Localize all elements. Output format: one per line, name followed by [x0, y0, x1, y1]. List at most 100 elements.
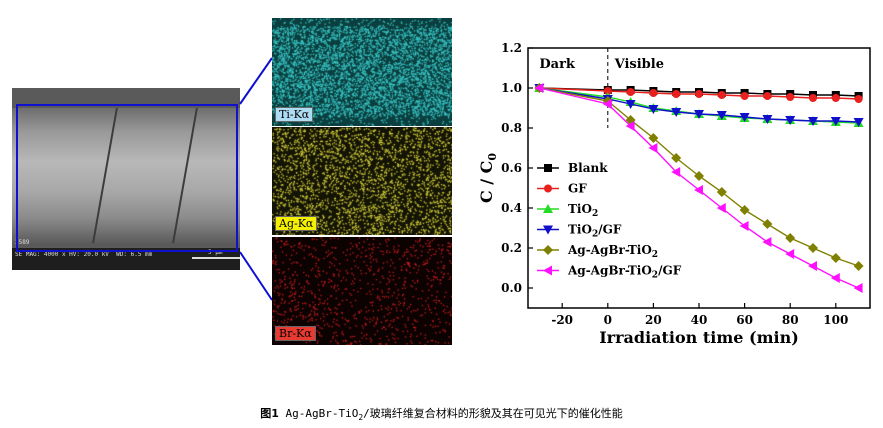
sem-image: 3589 SE MAG: 4000 x HV: 20.0 kV WD: 6.5 … — [12, 88, 240, 270]
data-point — [762, 219, 773, 229]
data-point — [740, 92, 749, 100]
caption-pre: Ag-AgBr-TiO — [278, 407, 359, 420]
caption-label: 图1 — [260, 407, 279, 420]
data-point — [739, 205, 750, 215]
degradation-chart: -20 0 20 40 60 80 1000.00.20.40.60.81.01.2Irra… — [477, 41, 871, 347]
data-point — [785, 116, 796, 125]
figure-caption: 图1 Ag-AgBr-TiO2/玻璃纤维复合材料的形貌及其在可见光下的催化性能 — [0, 405, 883, 422]
selection-box — [16, 104, 238, 252]
br-map-label: Br-Kα — [275, 326, 316, 341]
connector-line-top — [239, 57, 273, 105]
data-point — [694, 110, 704, 119]
data-point — [830, 117, 841, 126]
data-point — [830, 273, 840, 283]
data-point — [602, 99, 612, 109]
ag-map-label: Ag-Kα — [275, 216, 318, 231]
data-point — [603, 87, 612, 95]
legend-label: TiO2/GF — [568, 223, 622, 240]
y-tick-label: 0.0 — [501, 281, 522, 295]
legend-label: Ag-AgBr-TiO2/GF — [567, 264, 682, 281]
data-point — [716, 203, 726, 213]
data-point — [762, 115, 773, 124]
data-point — [671, 108, 682, 117]
region-annotation: Visible — [614, 57, 664, 72]
x-tick-label: 60 — [736, 313, 753, 327]
data-point — [649, 89, 658, 97]
x-tick-label: 0 — [604, 313, 612, 327]
legend-label: TiO2 — [568, 202, 598, 219]
data-point — [648, 133, 659, 143]
data-point — [853, 261, 864, 271]
data-point — [626, 88, 635, 96]
data-point — [672, 90, 681, 98]
sem-info-text: SE MAG: 4000 x HV: 20.0 kV WD: 6.5 mm — [15, 251, 153, 258]
data-point — [716, 111, 727, 120]
data-point — [739, 221, 749, 231]
x-tick-label: 40 — [691, 313, 708, 327]
data-point — [762, 237, 772, 247]
legend-label-sub: 2 — [592, 209, 598, 219]
data-point — [717, 91, 726, 99]
data-point — [534, 83, 544, 93]
scale-bar — [192, 257, 240, 259]
x-tick-label: 80 — [782, 313, 799, 327]
caption-post: /玻璃纤维复合材料的形貌及其在可见光下的催化性能 — [363, 407, 623, 420]
br-map: Br-Kα — [272, 237, 452, 345]
ti-map-label: Ti-Kα — [275, 107, 314, 122]
data-point — [853, 118, 864, 127]
sem-info-bar: 3589 SE MAG: 4000 x HV: 20.0 kV WD: 6.5 … — [12, 239, 240, 270]
ag-map: Ag-Kα — [272, 127, 452, 235]
data-point — [671, 153, 682, 163]
caption-sub: 2 — [358, 413, 364, 423]
data-point — [808, 261, 817, 271]
data-point — [671, 167, 681, 177]
data-point — [854, 95, 863, 103]
data-point — [763, 92, 772, 100]
legend-marker — [544, 184, 552, 193]
legend-marker — [543, 204, 553, 213]
legend-marker — [543, 265, 552, 276]
data-point — [625, 121, 635, 131]
legend-label: Ag-AgBr-TiO2 — [567, 243, 658, 260]
data-point — [830, 253, 841, 263]
legend-marker — [543, 245, 553, 255]
scale-label: 5 μm — [208, 249, 223, 256]
y-tick-label: 0.2 — [501, 241, 522, 255]
x-tick-label: -20 — [551, 313, 573, 327]
data-point — [648, 143, 658, 153]
x-tick-label: 20 — [645, 313, 662, 327]
fiber-body — [12, 108, 240, 243]
y-tick-label: 0.8 — [501, 121, 522, 135]
data-point — [695, 90, 703, 98]
legend-label-sub: 2 — [652, 250, 658, 260]
legend-label-sub: 2 — [592, 230, 598, 240]
connector-line-bottom — [239, 251, 273, 301]
data-point — [808, 117, 818, 126]
data-point — [785, 249, 795, 259]
legend-label: Blank — [568, 161, 608, 175]
y-axis-label-sub: 0 — [486, 153, 499, 161]
data-point — [808, 243, 818, 253]
y-axis-label: C / C0 — [477, 153, 499, 203]
data-point — [694, 185, 703, 195]
x-tick-label: 100 — [823, 313, 848, 327]
legend-marker — [543, 225, 553, 235]
data-point — [809, 94, 817, 102]
legend-marker — [544, 164, 552, 172]
legend-label-suffix: /GF — [658, 264, 682, 278]
ti-map: Ti-Kα — [272, 18, 452, 126]
legend-label-suffix: /GF — [598, 223, 622, 237]
data-point — [739, 113, 750, 122]
y-tick-label: 0.4 — [501, 201, 522, 215]
data-point — [648, 105, 659, 114]
legend-label: GF — [568, 182, 587, 196]
legend-label-sub: 2 — [652, 271, 658, 281]
data-point — [694, 171, 704, 181]
data-point — [786, 93, 795, 101]
data-point — [853, 283, 863, 293]
sem-image-id: 3589 — [15, 239, 30, 246]
data-point — [831, 94, 840, 102]
x-axis-label: Irradiation time (min) — [599, 328, 799, 347]
data-point — [785, 233, 796, 243]
data-point — [625, 100, 636, 109]
